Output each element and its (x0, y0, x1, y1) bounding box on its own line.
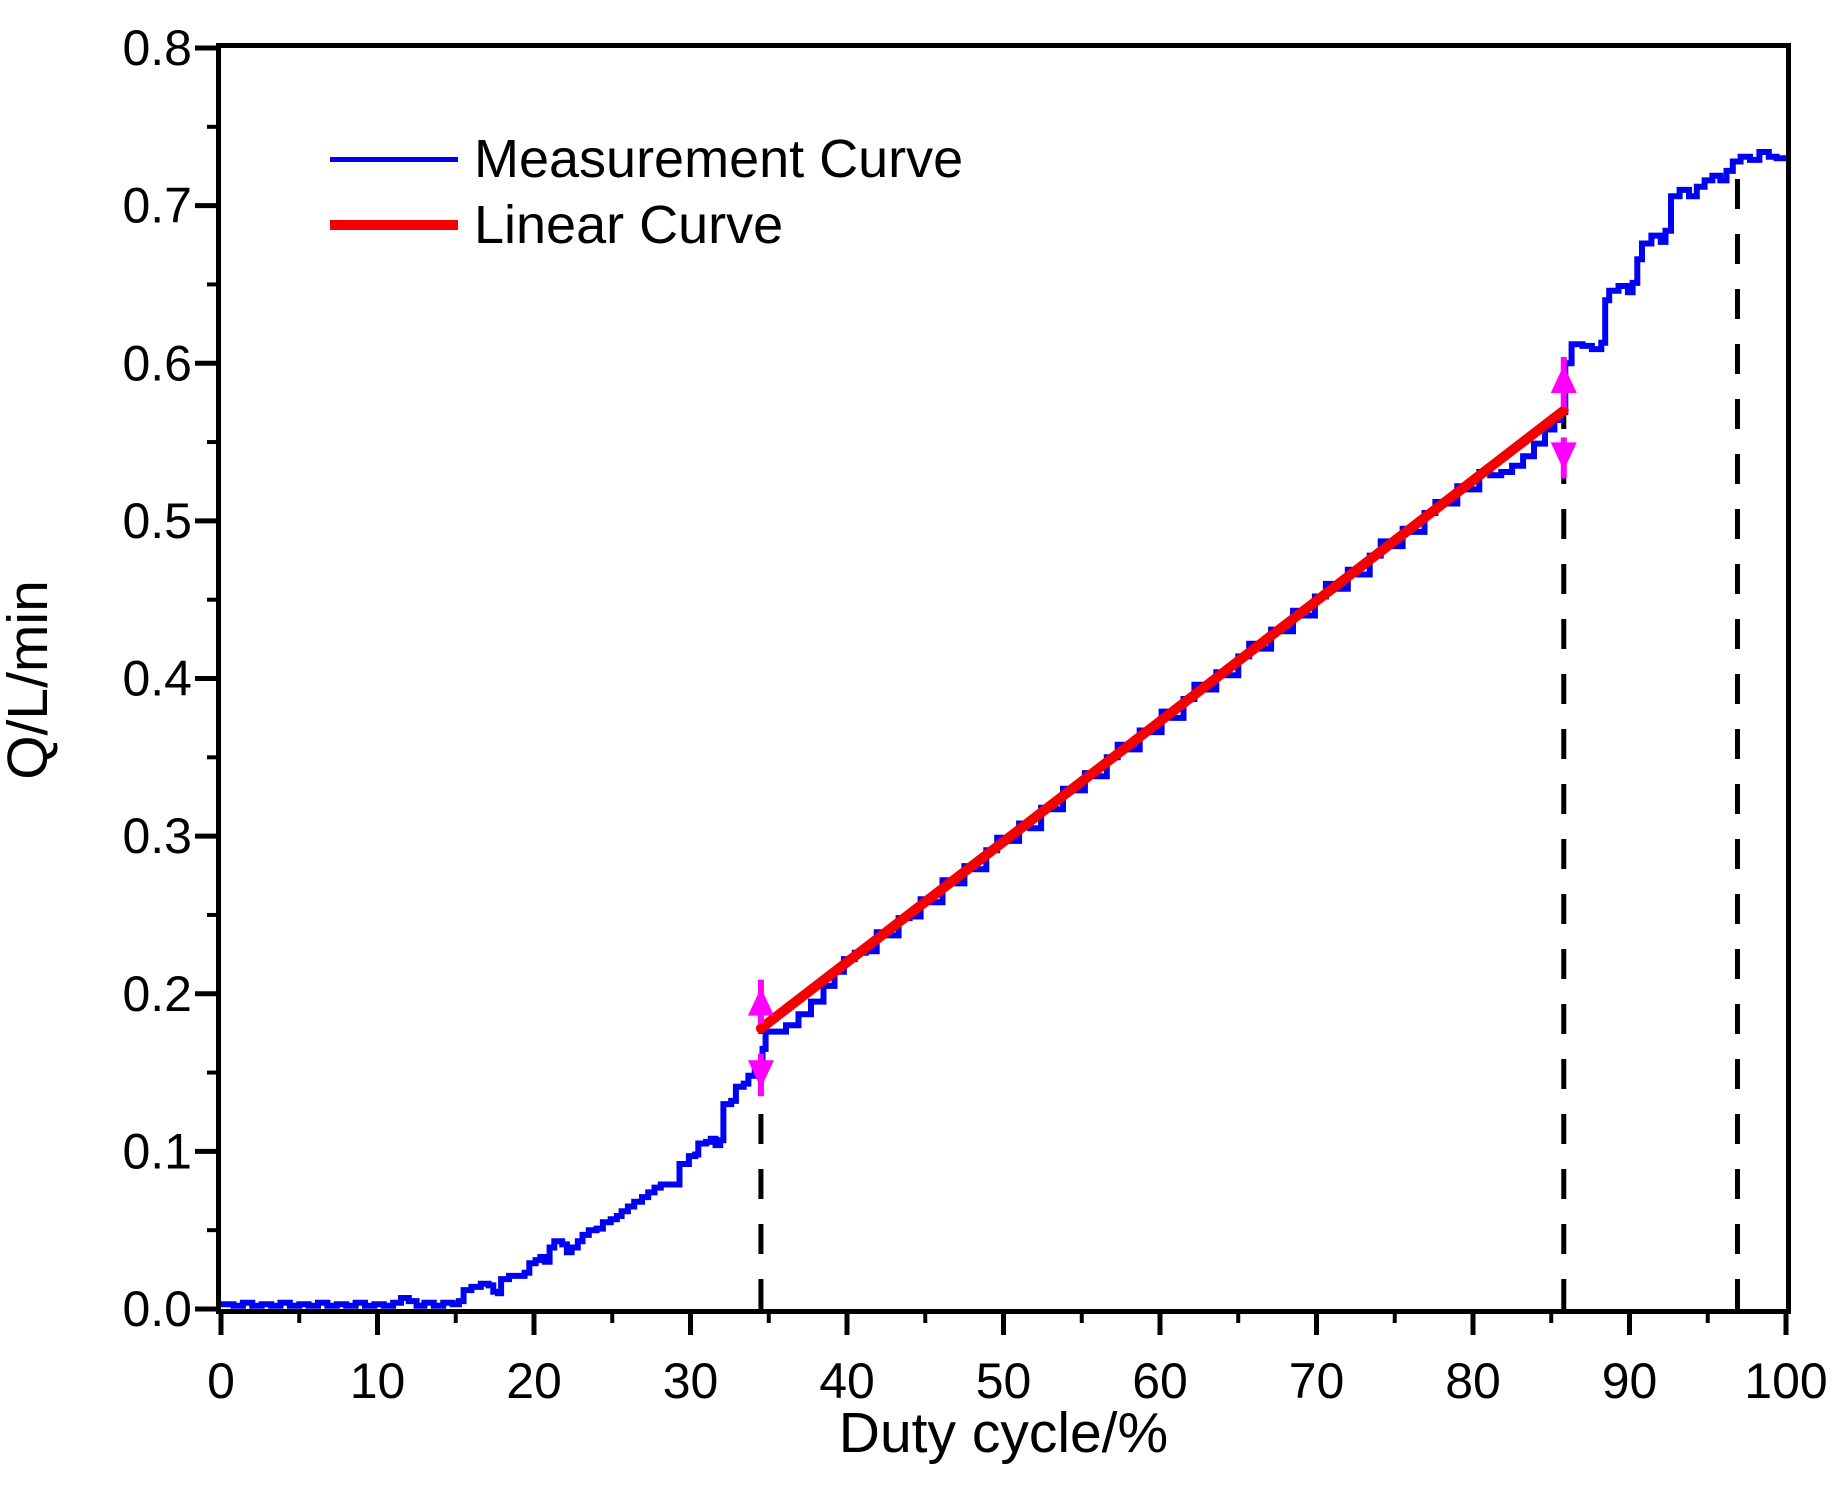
y-tick-label: 0.5 (122, 493, 192, 549)
linear-curve-legend-line (330, 220, 458, 230)
arrow-head-up (1550, 364, 1577, 393)
x-tick-label: 50 (976, 1353, 1032, 1409)
arrow-head-up (747, 987, 774, 1016)
legend-item-linear: Linear Curve (330, 192, 963, 258)
linear-curve (755, 405, 1569, 1034)
y-tick-label: 0.8 (122, 20, 192, 76)
y-tick-label: 0.0 (122, 1281, 192, 1337)
x-tick-label: 30 (663, 1353, 719, 1409)
y-tick-label: 0.2 (122, 966, 192, 1022)
x-tick-label: 100 (1744, 1353, 1827, 1409)
y-tick-label: 0.6 (122, 335, 192, 391)
measurement-curve-legend-label: Measurement Curve (474, 129, 964, 189)
measurement-curve-legend-line (330, 156, 458, 162)
y-axis-title: Q/L/min (0, 580, 60, 780)
y-tick-label: 0.4 (122, 651, 192, 707)
arrow-head-down (1550, 442, 1577, 471)
x-axis-title: Duty cycle/% (838, 1401, 1169, 1465)
x-tick-label: 70 (1289, 1353, 1345, 1409)
y-tick-label: 0.1 (122, 1123, 192, 1179)
legend: Measurement Curve Linear Curve (330, 126, 963, 258)
x-tick-label: 0 (207, 1353, 235, 1409)
x-tick-label: 40 (819, 1353, 875, 1409)
x-tick-label: 90 (1602, 1353, 1658, 1409)
measurement-curve (221, 149, 1789, 1309)
legend-item-measurement: Measurement Curve (330, 126, 963, 192)
x-tick-label: 10 (350, 1353, 406, 1409)
arrow-head-down (747, 1060, 774, 1089)
x-tick-label: 80 (1445, 1353, 1501, 1409)
linear-curve-legend-label: Linear Curve (474, 195, 784, 255)
y-tick-label: 0.7 (122, 178, 192, 234)
x-tick-label: 60 (1132, 1353, 1188, 1409)
y-tick-label: 0.3 (122, 808, 192, 864)
x-tick-label: 20 (506, 1353, 562, 1409)
